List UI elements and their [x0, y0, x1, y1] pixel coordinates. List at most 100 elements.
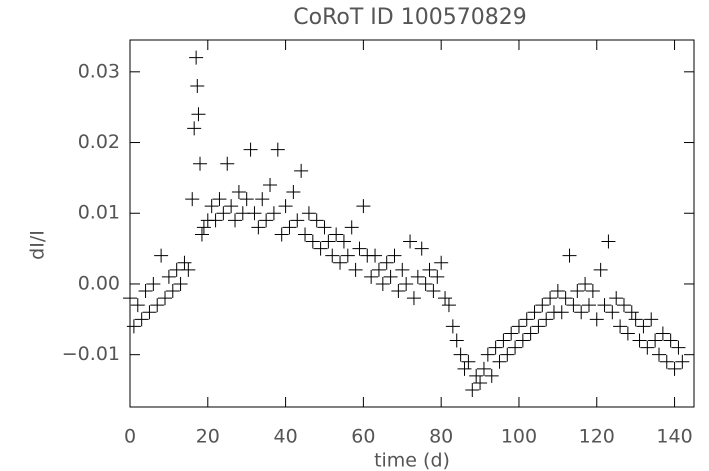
data-point [274, 227, 289, 242]
data-point [399, 276, 414, 291]
data-point [212, 192, 227, 207]
data-point [418, 276, 433, 291]
data-point [511, 319, 526, 334]
data-point [387, 248, 402, 263]
data-point [663, 333, 678, 348]
data-point [325, 248, 340, 263]
data-point [550, 284, 565, 299]
data-point [523, 326, 538, 341]
data-point [422, 262, 437, 277]
data-point [317, 220, 332, 235]
data-point [220, 156, 235, 171]
data-point [406, 291, 421, 306]
data-point [126, 319, 141, 334]
data-point [453, 347, 468, 362]
data-point [640, 340, 655, 355]
data-point [613, 319, 628, 334]
data-point [391, 284, 406, 299]
data-point [138, 284, 153, 299]
data-point [158, 291, 173, 306]
data-point [278, 199, 293, 214]
data-point [465, 383, 480, 398]
x-tick-label: 60 [351, 426, 375, 448]
data-point [204, 199, 219, 214]
x-tick-label: 20 [196, 426, 220, 448]
data-point [527, 305, 542, 320]
data-point [364, 269, 379, 284]
data-point [395, 262, 410, 277]
data-point [356, 199, 371, 214]
data-point [609, 291, 624, 306]
data-point [616, 298, 631, 313]
data-point [251, 220, 266, 235]
data-point [410, 269, 425, 284]
data-point [589, 312, 604, 327]
data-point [165, 284, 180, 299]
data-point [321, 234, 336, 249]
data-point [146, 276, 161, 291]
y-axis-label: dI/I [27, 230, 49, 260]
data-point [671, 340, 686, 355]
data-point [379, 255, 394, 270]
data-point [636, 319, 651, 334]
data-point [438, 291, 453, 306]
data-point [414, 241, 429, 256]
data-point [181, 262, 196, 277]
data-point [659, 354, 674, 369]
data-point [484, 368, 499, 383]
data-point [558, 291, 573, 306]
data-point [259, 213, 274, 228]
y-tick-label: 0.02 [78, 131, 120, 153]
data-point [194, 227, 209, 242]
data-point [344, 220, 359, 235]
data-point [154, 248, 169, 263]
data-point [469, 368, 484, 383]
data-point [150, 298, 165, 313]
data-point [305, 234, 320, 249]
data-point [134, 312, 149, 327]
data-point [193, 156, 208, 171]
data-point [655, 326, 670, 341]
data-point [403, 234, 418, 249]
data-point [434, 255, 449, 270]
data-point [243, 142, 258, 157]
data-point [336, 234, 351, 249]
data-point [130, 298, 145, 313]
data-point [585, 284, 600, 299]
data-point [492, 354, 507, 369]
data-point [554, 305, 569, 320]
data-point [515, 333, 530, 348]
y-tick-label: 0.03 [78, 60, 120, 82]
data-point [173, 276, 188, 291]
data-point [228, 213, 243, 228]
data-point [574, 305, 589, 320]
data-point [340, 248, 355, 263]
data-point [187, 121, 202, 136]
data-point [473, 375, 488, 390]
x-tick-label: 0 [124, 426, 136, 448]
data-point [543, 291, 558, 306]
data-point [196, 220, 211, 235]
data-point [508, 340, 523, 355]
data-point [282, 220, 297, 235]
data-point [239, 192, 254, 207]
data-point [426, 284, 441, 299]
data-point [383, 269, 398, 284]
data-point [368, 248, 383, 263]
data-point [255, 192, 270, 207]
y-tick-label: 0.01 [78, 202, 120, 224]
data-point [644, 312, 659, 327]
data-point [123, 291, 137, 306]
data-point [329, 227, 344, 242]
data-point [539, 312, 554, 327]
data-point [169, 262, 184, 277]
data-point [216, 206, 231, 221]
data-point [266, 206, 281, 221]
data-point [651, 347, 666, 362]
data-point [562, 248, 577, 263]
x-tick-label: 80 [429, 426, 453, 448]
data-point [624, 305, 639, 320]
x-tick-label: 40 [273, 426, 297, 448]
data-point [161, 269, 176, 284]
